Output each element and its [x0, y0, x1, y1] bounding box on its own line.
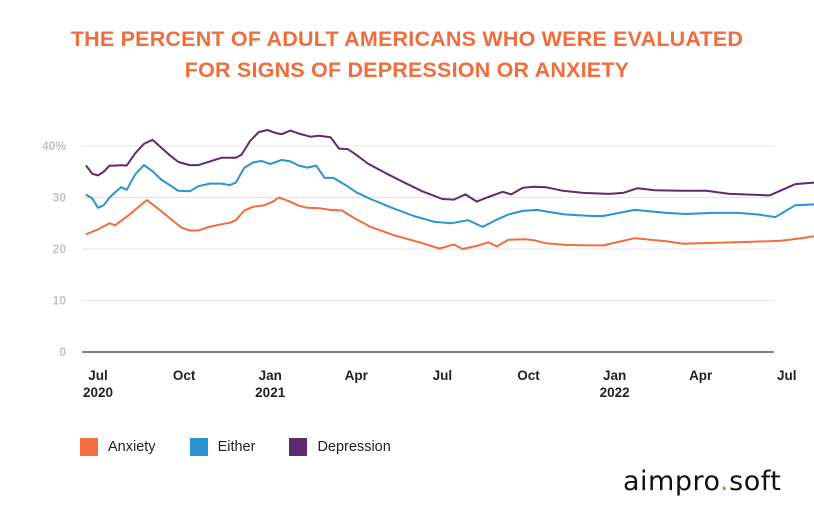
legend-item-anxiety: Anxiety: [80, 438, 156, 456]
chart-title-line-1: THE PERCENT OF ADULT AMERICANS WHO WERE …: [70, 27, 744, 51]
x-tick-year-2: 2021: [255, 385, 286, 400]
series-lines: [85, 129, 814, 250]
chart-title-line-2: FOR SIGNS OF DEPRESSION OR ANXIETY: [184, 58, 630, 82]
x-tick-year-6: 2022: [600, 385, 630, 400]
chart-title: THE PERCENT OF ADULT AMERICANS WHO WERE …: [0, 24, 814, 86]
x-tick-label-4: Jul: [433, 368, 453, 383]
logo-text-part1: aimpro: [623, 466, 721, 497]
x-tick-label-8: Jul: [777, 368, 797, 383]
legend-label-either: Either: [217, 439, 256, 455]
x-axis-tick-labels: Jul2020OctJan2021AprJulOctJan2022AprJulO…: [83, 368, 797, 400]
x-tick-year-0: 2020: [83, 385, 113, 400]
legend-label-depression: Depression: [317, 439, 391, 455]
legend-item-depression: Depression: [289, 438, 391, 456]
legend-item-either: Either: [189, 438, 256, 456]
legend-swatch-either: [189, 438, 208, 456]
legend-label-anxiety: Anxiety: [108, 439, 156, 455]
series-line-depression: [85, 129, 814, 203]
x-tick-label-1: Oct: [173, 368, 196, 383]
x-tick-label-6: Jan: [603, 368, 626, 383]
y-tick-label-0: 0: [59, 345, 66, 359]
y-tick-label-30: 30: [53, 191, 67, 205]
logo-dot: .: [720, 466, 730, 497]
y-tick-label-40: 40%: [42, 139, 66, 153]
y-tick-label-20: 20: [53, 242, 67, 256]
gridlines: [82, 145, 774, 301]
x-tick-label-0: Jul: [88, 368, 108, 383]
series-line-either: [85, 158, 814, 228]
legend-swatch-depression: [289, 438, 308, 456]
y-axis-tick-labels: 0 10 20 30 40%: [42, 139, 66, 359]
series-line-anxiety: [85, 196, 814, 250]
legend-swatch-anxiety: [80, 438, 98, 456]
x-tick-label-7: Apr: [689, 368, 713, 383]
brand-logo: aimpro.soft: [623, 466, 781, 497]
x-tick-label-2: Jan: [259, 368, 282, 383]
x-tick-label-3: Apr: [345, 368, 369, 383]
legend: Anxiety Either Depression: [80, 438, 425, 456]
x-tick-label-5: Oct: [517, 368, 540, 383]
logo-text-part2: soft: [729, 466, 782, 497]
y-tick-label-10: 10: [53, 294, 67, 308]
